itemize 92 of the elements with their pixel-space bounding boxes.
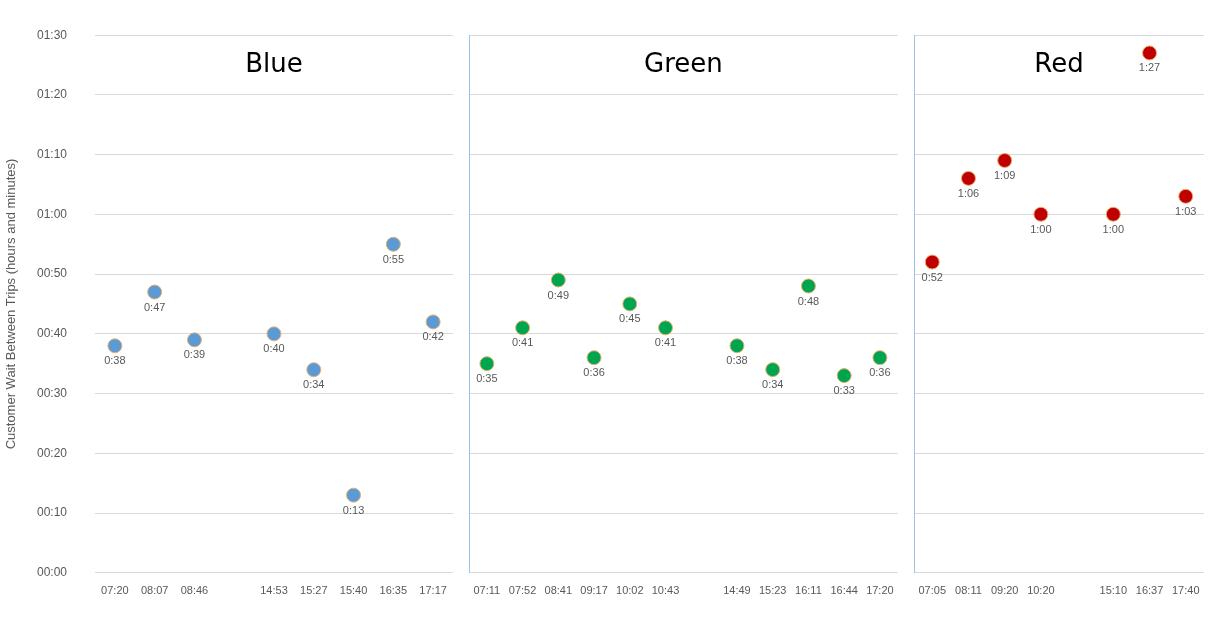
x-tick-label: 10:20 <box>1027 584 1055 597</box>
y-tick-label: 00:30 <box>36 385 68 400</box>
data-label: 1:00 <box>1030 222 1052 235</box>
point <box>306 362 322 378</box>
data-label: 0:34 <box>762 378 784 391</box>
y-tick-label: 00:50 <box>36 266 68 281</box>
point <box>425 314 441 330</box>
point <box>266 326 282 342</box>
point <box>622 296 638 312</box>
data-label: 0:48 <box>797 294 820 307</box>
x-tick-label: 08:11 <box>955 584 982 597</box>
x-tick-label: 08:07 <box>140 584 169 597</box>
data-label: 0:33 <box>833 384 855 397</box>
point <box>186 332 202 348</box>
x-tick-label: 07:20 <box>101 584 129 597</box>
x-tick-label: 09:20 <box>990 584 1019 597</box>
data-label: 0:35 <box>476 372 498 385</box>
point <box>515 320 531 336</box>
point <box>147 284 163 300</box>
point <box>107 338 123 354</box>
data-label: 1:27 <box>1138 61 1161 74</box>
point <box>765 362 781 378</box>
x-tick-label: 15:23 <box>758 584 787 597</box>
point <box>997 152 1013 168</box>
data-label: 0:13 <box>342 503 365 516</box>
x-tick-label: 07:52 <box>508 584 537 597</box>
x-tick-label: 17:40 <box>1171 584 1200 597</box>
point <box>872 350 888 366</box>
point <box>960 170 976 186</box>
point <box>800 278 816 294</box>
x-tick-label: 17:17 <box>419 584 447 597</box>
data-label: 0:34 <box>303 378 325 391</box>
y-tick-label: 00:20 <box>36 445 68 460</box>
data-label: 0:38 <box>726 354 748 367</box>
text: Red <box>1034 47 1084 78</box>
data-label: 1:09 <box>993 169 1016 182</box>
y-tick-label: 01:30 <box>36 27 68 42</box>
data-label: 1:03 <box>1175 204 1197 217</box>
text: Green <box>644 47 723 78</box>
data-label: 0:55 <box>382 252 405 265</box>
x-tick-label: 15:27 <box>300 584 328 597</box>
point <box>479 356 495 372</box>
point <box>1105 206 1121 222</box>
x-tick-label: 10:02 <box>616 584 644 597</box>
data-label: 0:49 <box>547 288 570 301</box>
x-tick-label: 07:05 <box>918 584 947 597</box>
y-tick-label: 01:20 <box>36 87 68 102</box>
data-label: 0:36 <box>583 366 605 379</box>
point <box>1033 206 1049 222</box>
data-label: 0:47 <box>143 300 166 313</box>
y-tick-label: 00:10 <box>36 505 68 520</box>
data-label: 1:00 <box>1102 222 1125 235</box>
point <box>586 350 602 366</box>
x-tick-label: 15:40 <box>339 584 368 597</box>
x-tick-label: 16:44 <box>830 584 858 597</box>
y-axis-title: Customer Wait Between Trips (hours and minutes) <box>3 158 19 450</box>
data-label: 0:42 <box>422 330 444 343</box>
x-tick-label: 10:43 <box>651 584 680 597</box>
x-tick-label: 16:11 <box>795 584 822 597</box>
data-label: 1:06 <box>957 186 980 199</box>
y-tick-label: 00:00 <box>36 565 68 580</box>
data-label: 0:41 <box>511 336 534 349</box>
y-tick-label: 01:00 <box>36 206 68 221</box>
x-tick-label: 08:41 <box>544 584 573 597</box>
point <box>924 254 940 270</box>
data-label: 0:36 <box>869 366 891 379</box>
x-tick-label: 08:46 <box>180 584 209 597</box>
data-label: 0:40 <box>263 342 285 355</box>
x-tick-label: 07:11 <box>473 584 501 597</box>
x-tick-label: 14:49 <box>723 584 751 597</box>
data-label: 0:52 <box>921 270 943 283</box>
x-tick-label: 15:10 <box>1099 584 1128 597</box>
y-tick-label: 00:40 <box>36 326 68 341</box>
x-tick-label: 16:35 <box>379 584 408 597</box>
point <box>1178 188 1194 204</box>
x-tick-label: 16:37 <box>1135 584 1164 597</box>
data-label: 0:41 <box>654 336 677 349</box>
point <box>836 368 852 384</box>
point <box>346 487 362 503</box>
data-label: 0:39 <box>183 348 206 361</box>
point <box>385 236 401 252</box>
x-tick-label: 09:17 <box>580 584 608 597</box>
x-tick-label: 14:53 <box>260 584 288 597</box>
y-tick-label: 01:10 <box>36 146 68 161</box>
x-tick-label: 17:20 <box>866 584 894 597</box>
point <box>729 338 745 354</box>
data-label: 0:45 <box>619 312 641 325</box>
point <box>1142 45 1158 61</box>
point <box>550 272 566 288</box>
text: Blue <box>245 47 303 78</box>
point <box>658 320 674 336</box>
data-label: 0:38 <box>104 354 126 367</box>
